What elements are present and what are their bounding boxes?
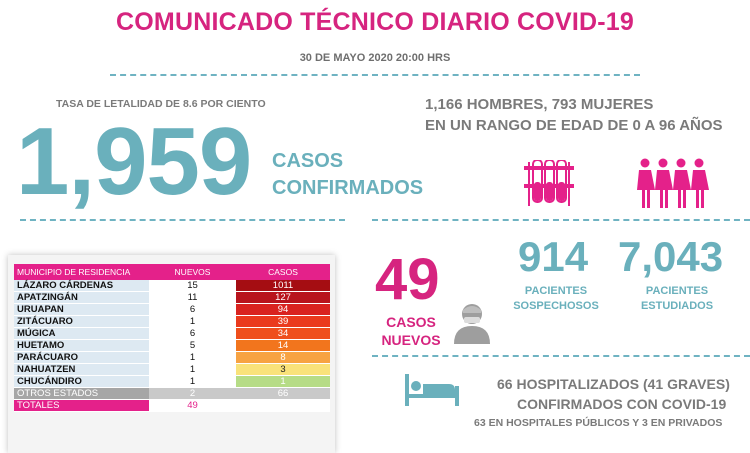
suspected-label: PACIENTES SOSPECHOSOS xyxy=(513,285,599,312)
table-row: PARÁCUARO 1 8 xyxy=(14,351,330,365)
municipality-table-panel: MUNICIPIO DE RESIDENCIA NUEVOS CASOS LÁZ… xyxy=(8,255,335,453)
new-cases-label: CASOS NUEVOS xyxy=(381,314,441,348)
divider-right xyxy=(372,219,750,221)
test-tubes-icon xyxy=(524,160,574,206)
municipality-table: MUNICIPIO DE RESIDENCIA NUEVOS CASOS LÁZ… xyxy=(14,264,330,413)
table-row: ZITÁCUARO 1 39 xyxy=(14,315,330,329)
women-group-icon xyxy=(637,158,709,208)
hospital-bed-icon xyxy=(405,374,459,406)
table-row: APATZINGÁN 11 127 xyxy=(14,291,330,305)
header-municipio: MUNICIPIO DE RESIDENCIA xyxy=(14,264,149,280)
confirmed-label: CASOS CONFIRMADOS xyxy=(272,150,424,199)
table-header-row: MUNICIPIO DE RESIDENCIA NUEVOS CASOS xyxy=(14,264,330,280)
header-nuevos: NUEVOS xyxy=(149,264,236,280)
new-cases-count: 49 xyxy=(375,247,440,312)
studied-label: PACIENTES ESTUDIADOS xyxy=(640,285,714,312)
hospitalized-breakdown: 63 EN HOSPITALES PÚBLICOS Y 3 EN PRIVADO… xyxy=(474,417,723,429)
demographics: 1,166 HOMBRES, 793 MUJERES EN UN RANGO D… xyxy=(425,96,723,134)
divider-top xyxy=(110,74,640,76)
hospitalized-confirmed: CONFIRMADOS CON COVID-19 xyxy=(517,396,727,412)
header-casos: CASOS xyxy=(236,264,330,280)
patient-icon xyxy=(454,304,490,344)
table-row: MÚGICA 6 34 xyxy=(14,327,330,341)
lethality-rate: TASA DE LETALIDAD DE 8.6 POR CIENTO xyxy=(56,98,266,110)
studied-count: 7,043 xyxy=(618,233,724,280)
table-row: LÁZARO CÁRDENAS 15 1011 xyxy=(14,280,330,293)
report-date: 30 DE MAYO 2020 20:00 HRS xyxy=(299,52,451,64)
suspected-count: 914 xyxy=(518,233,589,280)
divider-lower xyxy=(372,355,750,357)
table-row: CHUCÁNDIRO 1 1 xyxy=(14,375,330,389)
divider-middle xyxy=(20,219,345,221)
table-row-other: OTROS ESTADOS 2 66 xyxy=(14,387,330,401)
hospitalized-count: 66 HOSPITALIZADOS (41 GRAVES) xyxy=(497,376,730,392)
table-row: NAHUATZEN 1 3 xyxy=(14,363,330,377)
confirmed-count: 1,959 xyxy=(16,108,252,215)
page-title: COMUNICADO TÉCNICO DIARIO COVID-19 xyxy=(116,8,634,36)
table-row: URUAPAN 6 94 xyxy=(14,303,330,317)
table-row: HUETAMO 5 14 xyxy=(14,339,330,353)
table-row-total: TOTALES 49 xyxy=(14,399,330,413)
